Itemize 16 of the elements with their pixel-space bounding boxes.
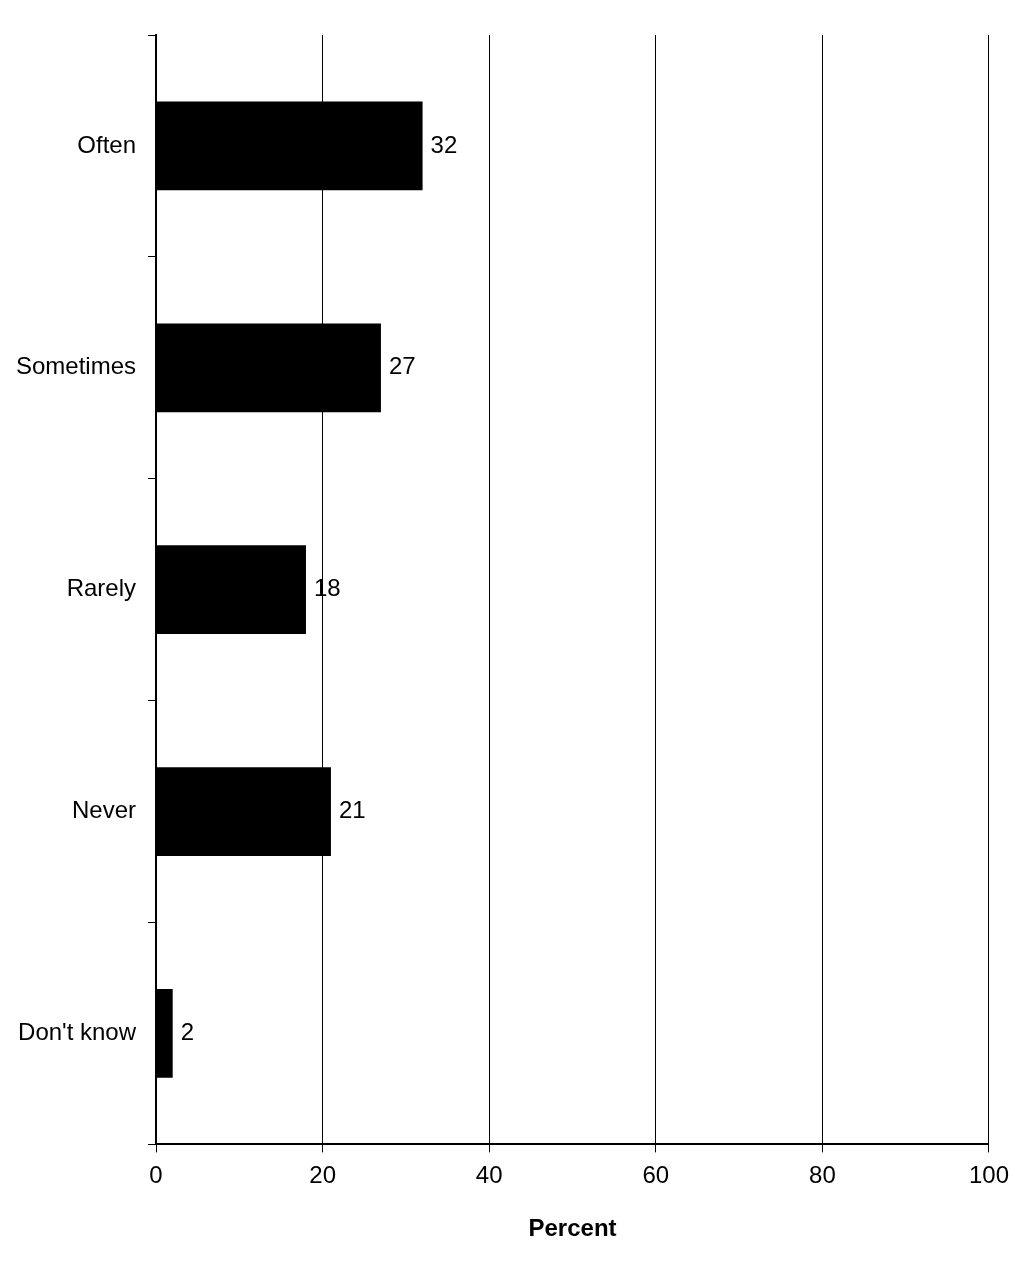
- y-tick-label: Never: [72, 796, 137, 824]
- y-tick-label: Often: [77, 130, 137, 158]
- x-tick-label: 80: [809, 1161, 836, 1189]
- x-tick-label: 20: [309, 1161, 336, 1189]
- data-label: 21: [338, 796, 366, 824]
- y-tick-label: Rarely: [66, 574, 137, 602]
- y-tick-label: Don't know: [18, 1018, 137, 1046]
- data-label: 27: [388, 352, 416, 380]
- x-tick-label: 40: [475, 1161, 503, 1189]
- y-tick-label: Sometimes: [15, 352, 137, 380]
- x-axis-title: Percent: [528, 1214, 617, 1242]
- x-tick-label: 0: [149, 1161, 163, 1189]
- x-tick-label: 100: [968, 1161, 1009, 1189]
- x-tick-label: 60: [642, 1161, 670, 1189]
- data-label: 2: [180, 1018, 195, 1046]
- data-label: 32: [430, 130, 458, 158]
